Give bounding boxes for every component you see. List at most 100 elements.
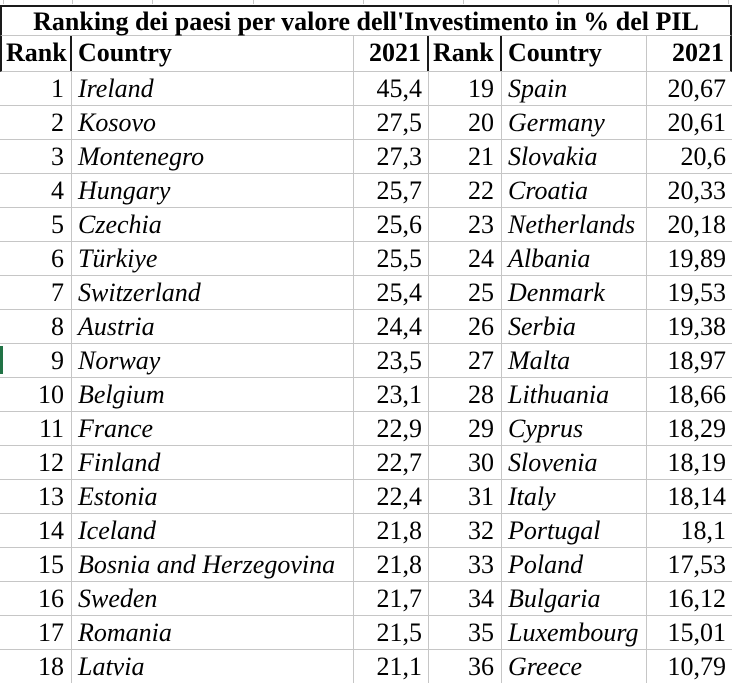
rank-cell-left[interactable]: 16 xyxy=(0,582,72,616)
country-cell-left[interactable]: Bosnia and Herzegovina xyxy=(72,548,354,582)
rank-cell-right[interactable]: 26 xyxy=(429,310,502,344)
rank-cell-right[interactable]: 22 xyxy=(429,174,502,208)
rank-cell-left[interactable]: 18 xyxy=(0,650,72,683)
value-cell-right[interactable]: 20,6 xyxy=(647,140,732,174)
country-cell-right[interactable]: Slovenia xyxy=(502,446,647,480)
value-cell-left[interactable]: 21,8 xyxy=(354,548,429,582)
column-header-country-right[interactable]: Country xyxy=(502,36,647,71)
rank-cell-left[interactable]: 6 xyxy=(0,242,72,276)
value-cell-left[interactable]: 25,4 xyxy=(354,276,429,310)
value-cell-right[interactable]: 19,53 xyxy=(647,276,732,310)
country-cell-left[interactable]: Montenegro xyxy=(72,140,354,174)
country-cell-right[interactable]: Poland xyxy=(502,548,647,582)
rank-cell-left[interactable]: 12 xyxy=(0,446,72,480)
rank-cell-left[interactable]: 10 xyxy=(0,378,72,412)
value-cell-right[interactable]: 19,89 xyxy=(647,242,732,276)
country-cell-left[interactable]: Türkiye xyxy=(72,242,354,276)
rank-cell-right[interactable]: 27 xyxy=(429,344,502,378)
country-cell-right[interactable]: Croatia xyxy=(502,174,647,208)
value-cell-right[interactable]: 18,97 xyxy=(647,344,732,378)
column-header-rank-right[interactable]: Rank xyxy=(429,36,502,71)
rank-cell-right[interactable]: 28 xyxy=(429,378,502,412)
country-cell-left[interactable]: Czechia xyxy=(72,208,354,242)
rank-cell-right[interactable]: 32 xyxy=(429,514,502,548)
country-cell-left[interactable]: Kosovo xyxy=(72,106,354,140)
country-cell-left[interactable]: Iceland xyxy=(72,514,354,548)
value-cell-left[interactable]: 21,8 xyxy=(354,514,429,548)
rank-cell-left[interactable]: 11 xyxy=(0,412,72,446)
country-cell-right[interactable]: Bulgaria xyxy=(502,582,647,616)
country-cell-left[interactable]: Belgium xyxy=(72,378,354,412)
country-cell-right[interactable]: Spain xyxy=(502,72,647,106)
value-cell-right[interactable]: 18,1 xyxy=(647,514,732,548)
country-cell-left[interactable]: Romania xyxy=(72,616,354,650)
value-cell-right[interactable]: 18,66 xyxy=(647,378,732,412)
value-cell-right[interactable]: 20,61 xyxy=(647,106,732,140)
country-cell-right[interactable]: Portugal xyxy=(502,514,647,548)
country-cell-right[interactable]: Germany xyxy=(502,106,647,140)
rank-cell-right[interactable]: 25 xyxy=(429,276,502,310)
rank-cell-right[interactable]: 31 xyxy=(429,480,502,514)
country-cell-right[interactable]: Italy xyxy=(502,480,647,514)
column-header-2021-right[interactable]: 2021 xyxy=(672,38,724,67)
rank-cell-left[interactable]: 1 xyxy=(0,72,72,106)
country-cell-right[interactable]: Albania xyxy=(502,242,647,276)
rank-cell-left[interactable]: 4 xyxy=(0,174,72,208)
rank-cell-left[interactable]: 14 xyxy=(0,514,72,548)
value-cell-left[interactable]: 22,7 xyxy=(354,446,429,480)
rank-cell-right[interactable]: 34 xyxy=(429,582,502,616)
rank-cell-right[interactable]: 21 xyxy=(429,140,502,174)
country-cell-left[interactable]: Finland xyxy=(72,446,354,480)
country-cell-right[interactable]: Denmark xyxy=(502,276,647,310)
country-cell-left[interactable]: Switzerland xyxy=(72,276,354,310)
rank-cell-right[interactable]: 20 xyxy=(429,106,502,140)
country-cell-left[interactable]: Hungary xyxy=(72,174,354,208)
value-cell-left[interactable]: 25,5 xyxy=(354,242,429,276)
rank-cell-right[interactable]: 36 xyxy=(429,650,502,683)
rank-cell-left[interactable]: 2 xyxy=(0,106,72,140)
column-header-2021-left[interactable]: 2021 xyxy=(354,36,429,71)
country-cell-right[interactable]: Netherlands xyxy=(502,208,647,242)
rank-cell-left[interactable]: 7 xyxy=(0,276,72,310)
value-cell-left[interactable]: 23,5 xyxy=(354,344,429,378)
value-cell-right[interactable]: 20,18 xyxy=(647,208,732,242)
column-header-country-left[interactable]: Country xyxy=(72,36,354,71)
country-cell-left[interactable]: Latvia xyxy=(72,650,354,683)
value-cell-left[interactable]: 22,4 xyxy=(354,480,429,514)
country-cell-left[interactable]: France xyxy=(72,412,354,446)
country-cell-left[interactable]: Austria xyxy=(72,310,354,344)
country-cell-right[interactable]: Lithuania xyxy=(502,378,647,412)
rank-cell-left[interactable]: 17 xyxy=(0,616,72,650)
value-cell-left[interactable]: 25,6 xyxy=(354,208,429,242)
value-cell-left[interactable]: 21,1 xyxy=(354,650,429,683)
country-cell-right[interactable]: Greece xyxy=(502,650,647,683)
table-title-cell[interactable]: Ranking dei paesi per valore dell'Invest… xyxy=(0,5,732,36)
value-cell-left[interactable]: 25,7 xyxy=(354,174,429,208)
rank-cell-right[interactable]: 29 xyxy=(429,412,502,446)
rank-cell-left[interactable]: 9 xyxy=(0,344,72,378)
column-header-rank-left[interactable]: Rank xyxy=(2,36,72,71)
rank-cell-left[interactable]: 13 xyxy=(0,480,72,514)
rank-cell-left[interactable]: 8 xyxy=(0,310,72,344)
country-cell-left[interactable]: Ireland xyxy=(72,72,354,106)
rank-cell-right[interactable]: 23 xyxy=(429,208,502,242)
country-cell-left[interactable]: Norway xyxy=(72,344,354,378)
country-cell-right[interactable]: Cyprus xyxy=(502,412,647,446)
value-cell-left[interactable]: 22,9 xyxy=(354,412,429,446)
country-cell-right[interactable]: Slovakia xyxy=(502,140,647,174)
value-cell-right[interactable]: 20,33 xyxy=(647,174,732,208)
value-cell-right[interactable]: 19,38 xyxy=(647,310,732,344)
value-cell-left[interactable]: 21,5 xyxy=(354,616,429,650)
rank-cell-left[interactable]: 5 xyxy=(0,208,72,242)
value-cell-left[interactable]: 27,3 xyxy=(354,140,429,174)
country-cell-right[interactable]: Malta xyxy=(502,344,647,378)
value-cell-right[interactable]: 20,67 xyxy=(647,72,732,106)
value-cell-right[interactable]: 18,29 xyxy=(647,412,732,446)
value-cell-right[interactable]: 18,14 xyxy=(647,480,732,514)
rank-cell-right[interactable]: 30 xyxy=(429,446,502,480)
rank-cell-right[interactable]: 33 xyxy=(429,548,502,582)
country-cell-right[interactable]: Luxembourg xyxy=(502,616,647,650)
value-cell-right[interactable]: 16,12 xyxy=(647,582,732,616)
value-cell-right[interactable]: 17,53 xyxy=(647,548,732,582)
value-cell-left[interactable]: 24,4 xyxy=(354,310,429,344)
